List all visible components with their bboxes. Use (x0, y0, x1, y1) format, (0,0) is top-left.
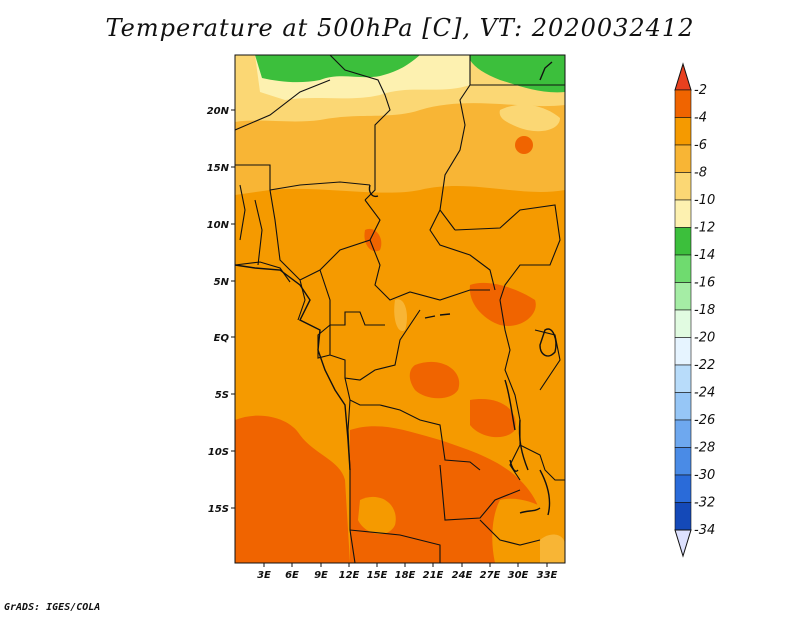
lat-label: 15S (208, 504, 229, 515)
colorbar-swatch (674, 364, 692, 393)
colorbar-swatch (674, 474, 692, 503)
colorbar-label: -20 (694, 331, 715, 346)
lat-label: EQ (214, 333, 230, 344)
lon-label: 24E (452, 570, 473, 581)
temperature-field (235, 55, 565, 563)
lon-ticks (263, 563, 548, 567)
colorbar-swatch (674, 502, 692, 531)
field-pale-gabon (394, 299, 407, 331)
lon-label: 33E (537, 570, 558, 581)
lon-label: 9E (314, 570, 328, 581)
lon-labels: 3E 6E 9E 12E 15E 18E 21E 24E 27E 30E 33E (257, 570, 557, 581)
colorbar-swatch (674, 447, 692, 476)
map-frame (234, 54, 566, 564)
field-light-orange-ne (499, 104, 560, 132)
colorbar-label: -30 (694, 468, 715, 483)
colorbar-bottom-arrow (674, 529, 692, 558)
lon-label: 27E (480, 570, 501, 581)
colorbar-swatch (674, 227, 692, 256)
colorbar-swatch (674, 89, 692, 118)
lon-label: 6E (285, 570, 299, 581)
colorbar-swatch (674, 254, 692, 283)
field-deep-orange-central (364, 228, 382, 252)
colorbar-swatch (674, 144, 692, 173)
grads-credit: GrADS: IGES/COLA (4, 602, 101, 613)
chart-title: Temperature at 500hPa [C], VT: 202003241… (105, 14, 695, 42)
colorbar-label: -10 (694, 193, 715, 208)
field-deep-orange-congo (409, 361, 460, 399)
field-green-ne (470, 55, 565, 93)
colorbar-label: -14 (694, 248, 715, 263)
lon-label: 18E (395, 570, 416, 581)
colorbar-swatch (674, 172, 692, 201)
colorbar-swatch (674, 392, 692, 421)
colorbar-label: -4 (694, 111, 707, 126)
field-deep-orange-east (469, 282, 536, 326)
lat-ticks (231, 109, 235, 509)
lat-label: 5S (215, 390, 229, 401)
lat-label: 10S (208, 447, 229, 458)
colorbar-label: -22 (694, 358, 715, 373)
colorbar-swatch (674, 337, 692, 366)
field-deep-orange-ne-spot (515, 136, 533, 154)
coastlines-lakes (235, 61, 557, 516)
colorbar-label: -6 (694, 138, 707, 153)
field-green-nw (255, 55, 420, 83)
colorbar-top-arrow (674, 62, 692, 91)
country-borders (235, 55, 565, 563)
lat-label: 10N (207, 220, 230, 231)
lat-label: 20N (207, 106, 230, 117)
lon-label: 12E (339, 570, 360, 581)
colorbar-label: -28 (694, 441, 715, 456)
colorbar-label: -2 (694, 83, 707, 98)
lon-label: 3E (257, 570, 271, 581)
colorbar-label: -32 (694, 496, 715, 511)
colorbar-label: -12 (694, 221, 715, 236)
colorbar-label: -18 (694, 303, 715, 318)
colorbar: -2 -4 -6 -8 -10 -12 -14 -16 -18 -20 -22 -24 -26 -28 -3… (674, 62, 715, 558)
colorbar-label: -34 (694, 523, 715, 538)
colorbar-swatch (674, 309, 692, 338)
colorbar-swatch (674, 419, 692, 448)
lat-label: 15N (207, 163, 230, 174)
lon-label: 15E (367, 570, 388, 581)
field-deep-orange-southwest (235, 415, 350, 563)
lon-label: 21E (423, 570, 444, 581)
colorbar-label: -16 (694, 276, 715, 291)
colorbar-label: -8 (694, 166, 707, 181)
field-orange-south-patch (358, 496, 396, 535)
colorbar-label: -24 (694, 386, 715, 401)
colorbar-swatch (674, 282, 692, 311)
field-deep-orange-lakes (470, 399, 516, 438)
lon-label: 30E (508, 570, 529, 581)
lat-labels: 20N 15N 10N 5N EQ 5S 10S 15S (207, 106, 230, 515)
field-light-orange-se (540, 534, 565, 563)
colorbar-label: -26 (694, 413, 715, 428)
colorbar-swatch (674, 117, 692, 146)
colorbar-swatch (674, 199, 692, 228)
lat-label: 5N (214, 277, 230, 288)
